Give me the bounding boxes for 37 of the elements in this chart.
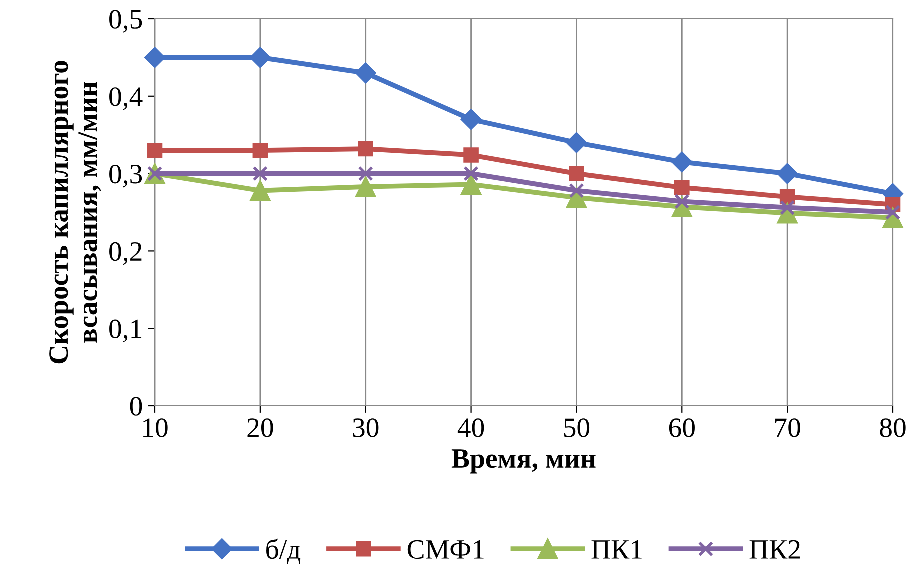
point: [252, 166, 268, 182]
x-axis-title: Время, мин: [452, 450, 596, 474]
y-tick-label: 0,5: [110, 10, 142, 33]
point: [252, 142, 268, 158]
x-tick-label: 60: [669, 418, 695, 438]
legend-label: ПК1: [592, 540, 642, 559]
legend-label: ПК2: [750, 540, 800, 559]
x-tick-label: 40: [458, 418, 484, 438]
y-tick-label: 0,1: [110, 320, 142, 343]
point: [464, 166, 479, 182]
y-axis-title: Скорость капиллярного всасывания, мм/мин: [50, 61, 102, 364]
x-tick-label: 30: [353, 418, 379, 438]
x-tick-label: 10: [144, 418, 168, 438]
point: [355, 62, 376, 84]
point: [355, 176, 376, 198]
legend-label: СМФ1: [408, 540, 484, 560]
point: [672, 152, 693, 173]
point: [569, 166, 584, 182]
point: [460, 109, 482, 130]
y-tick-label: 0,2: [110, 242, 142, 266]
point: [358, 141, 374, 157]
point: [147, 142, 163, 158]
legend-label: б/д: [266, 538, 301, 564]
point: [460, 174, 482, 196]
point: [464, 148, 479, 163]
point: [674, 180, 690, 196]
x-tick-label: 50: [564, 418, 590, 438]
x-tick-label: 20: [248, 418, 274, 438]
y-tick-label: 0,4: [110, 88, 143, 110]
y-tick-label: 0,3: [110, 164, 142, 188]
point: [777, 163, 798, 184]
x-tick-label: 70: [776, 418, 800, 438]
y-tick-label: 0: [130, 397, 142, 416]
point: [358, 166, 374, 182]
point: [250, 180, 271, 202]
x-tick-label: 80: [880, 418, 906, 438]
point: [566, 132, 588, 154]
